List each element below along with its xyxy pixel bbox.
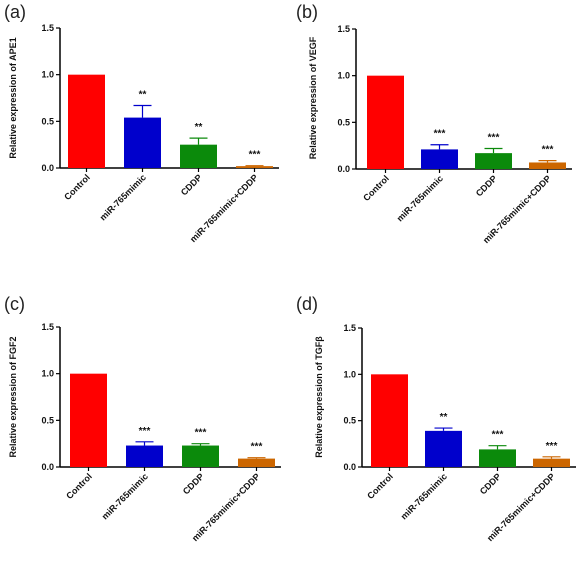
- y-tick-label: 0.0: [41, 163, 54, 173]
- y-tick-label: 1.5: [41, 322, 54, 332]
- x-tick-label: CDDP: [179, 172, 204, 197]
- significance-label: ***: [492, 430, 504, 441]
- significance-label: ***: [195, 428, 207, 439]
- bar: [70, 373, 107, 467]
- bar: [371, 374, 408, 467]
- bar: [124, 117, 161, 168]
- bar: [236, 166, 273, 168]
- significance-label: ***: [249, 150, 261, 161]
- significance-label: ***: [251, 442, 263, 453]
- x-tick-label: miR-765mimic: [399, 471, 449, 521]
- bar: [126, 445, 163, 467]
- x-tick-label: miR-765mimic: [98, 172, 148, 222]
- x-tick-label: Control: [62, 172, 92, 202]
- y-tick-label: 1.5: [41, 23, 54, 33]
- significance-label: ***: [488, 132, 500, 143]
- significance-label: ***: [139, 426, 151, 437]
- x-tick-label: CDDP: [181, 471, 206, 496]
- y-axis-label: Relative expression of FGF2: [8, 336, 18, 457]
- panel-label: (c): [4, 294, 25, 314]
- chart-panel: (a) 0.0 0.5 1.0 1.5 Relative expression of AP…: [4, 2, 279, 244]
- bar: [180, 144, 217, 168]
- bar: [479, 449, 516, 467]
- x-tick-label: CDDP: [478, 471, 503, 496]
- significance-label: ***: [542, 145, 554, 156]
- x-tick-label: miR-765mimic: [100, 471, 150, 521]
- bar: [475, 153, 512, 169]
- y-tick-label: 1.0: [343, 369, 356, 379]
- bar: [367, 75, 404, 169]
- y-tick-label: 0.5: [337, 117, 350, 127]
- y-tick-label: 1.0: [337, 71, 350, 81]
- y-tick-label: 0.0: [343, 462, 356, 472]
- y-axis-label: Relative expression of APE1: [8, 37, 18, 158]
- chart-panel: (d) 0.0 0.5 1.0 1.5 Relative expression of TG…: [296, 294, 576, 543]
- significance-label: ***: [546, 441, 558, 452]
- y-tick-label: 0.0: [337, 164, 350, 174]
- y-tick-label: 1.0: [41, 369, 54, 379]
- bar: [529, 162, 566, 169]
- significance-label: ***: [434, 129, 446, 140]
- y-tick-label: 0.0: [41, 462, 54, 472]
- bar: [533, 458, 570, 467]
- y-tick-label: 0.5: [41, 116, 54, 126]
- bar: [425, 430, 462, 467]
- x-tick-label: Control: [361, 173, 391, 203]
- bar: [421, 149, 458, 169]
- y-tick-label: 0.5: [343, 416, 356, 426]
- y-axis-label: Relative expression of TGFβ: [314, 336, 324, 458]
- y-tick-label: 1.5: [337, 24, 350, 34]
- bar: [182, 445, 219, 467]
- x-tick-label: Control: [64, 471, 94, 501]
- bar: [68, 74, 105, 168]
- significance-label: **: [139, 89, 147, 100]
- bar: [238, 458, 275, 467]
- y-axis-label: Relative expression of VEGF: [308, 36, 318, 159]
- significance-label: **: [440, 412, 448, 423]
- significance-label: **: [195, 122, 203, 133]
- panel-label: (b): [296, 2, 318, 22]
- x-tick-label: miR-765mimic: [395, 173, 445, 223]
- chart-panel: (c) 0.0 0.5 1.0 1.5 Relative expression of FG…: [4, 294, 281, 543]
- panel-label: (a): [4, 2, 26, 22]
- y-tick-label: 1.5: [343, 323, 356, 333]
- x-tick-label: Control: [365, 471, 395, 501]
- chart-panel: (b) 0.0 0.5 1.0 1.5 Relative expression of VE…: [296, 2, 572, 245]
- panel-label: (d): [296, 294, 318, 314]
- y-tick-label: 0.5: [41, 415, 54, 425]
- y-tick-label: 1.0: [41, 70, 54, 80]
- x-tick-label: CDDP: [474, 173, 499, 198]
